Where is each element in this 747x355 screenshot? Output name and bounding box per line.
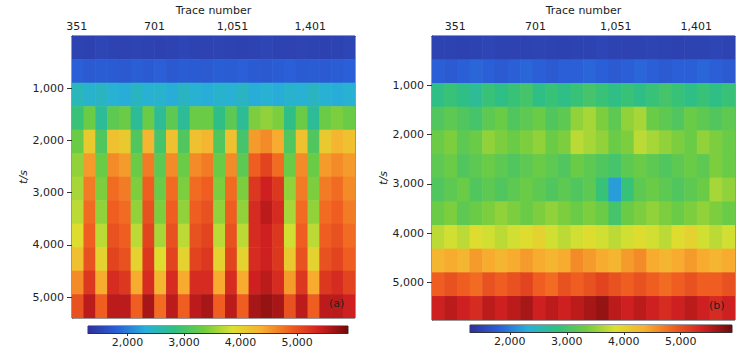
svg-text:Trace number: Trace number xyxy=(175,4,252,17)
svg-text:2,000: 2,000 xyxy=(393,128,425,141)
svg-text:4,000: 4,000 xyxy=(225,336,257,349)
svg-text:1,051: 1,051 xyxy=(600,20,632,33)
svg-text:3,000: 3,000 xyxy=(393,177,425,190)
svg-text:5,000: 5,000 xyxy=(665,335,697,348)
svg-text:3,000: 3,000 xyxy=(551,335,583,348)
svg-text:5,000: 5,000 xyxy=(281,336,313,349)
svg-text:4,000: 4,000 xyxy=(33,238,65,251)
svg-text:5,000: 5,000 xyxy=(393,276,425,289)
svg-text:3,000: 3,000 xyxy=(168,336,200,349)
svg-text:2,000: 2,000 xyxy=(33,134,65,147)
svg-text:1,000: 1,000 xyxy=(393,79,425,92)
svg-text:701: 701 xyxy=(144,20,165,33)
svg-text:1,401: 1,401 xyxy=(295,20,327,33)
svg-text:(a): (a) xyxy=(329,297,344,310)
svg-text:2,000: 2,000 xyxy=(494,335,526,348)
svg-text:351: 351 xyxy=(445,20,466,33)
svg-text:1,000: 1,000 xyxy=(33,82,65,95)
svg-text:t/s: t/s xyxy=(17,170,30,184)
svg-text:4,000: 4,000 xyxy=(608,335,640,348)
svg-text:5,000: 5,000 xyxy=(33,291,65,304)
svg-text:Trace number: Trace number xyxy=(545,4,622,17)
svg-text:2,000: 2,000 xyxy=(112,336,144,349)
svg-text:1,401: 1,401 xyxy=(680,20,712,33)
svg-text:t/s: t/s xyxy=(377,171,390,185)
svg-text:1,051: 1,051 xyxy=(217,20,249,33)
svg-text:351: 351 xyxy=(66,20,87,33)
svg-text:701: 701 xyxy=(525,20,546,33)
svg-text:4,000: 4,000 xyxy=(393,227,425,240)
svg-text:(b): (b) xyxy=(709,299,725,312)
svg-text:3,000: 3,000 xyxy=(33,186,65,199)
